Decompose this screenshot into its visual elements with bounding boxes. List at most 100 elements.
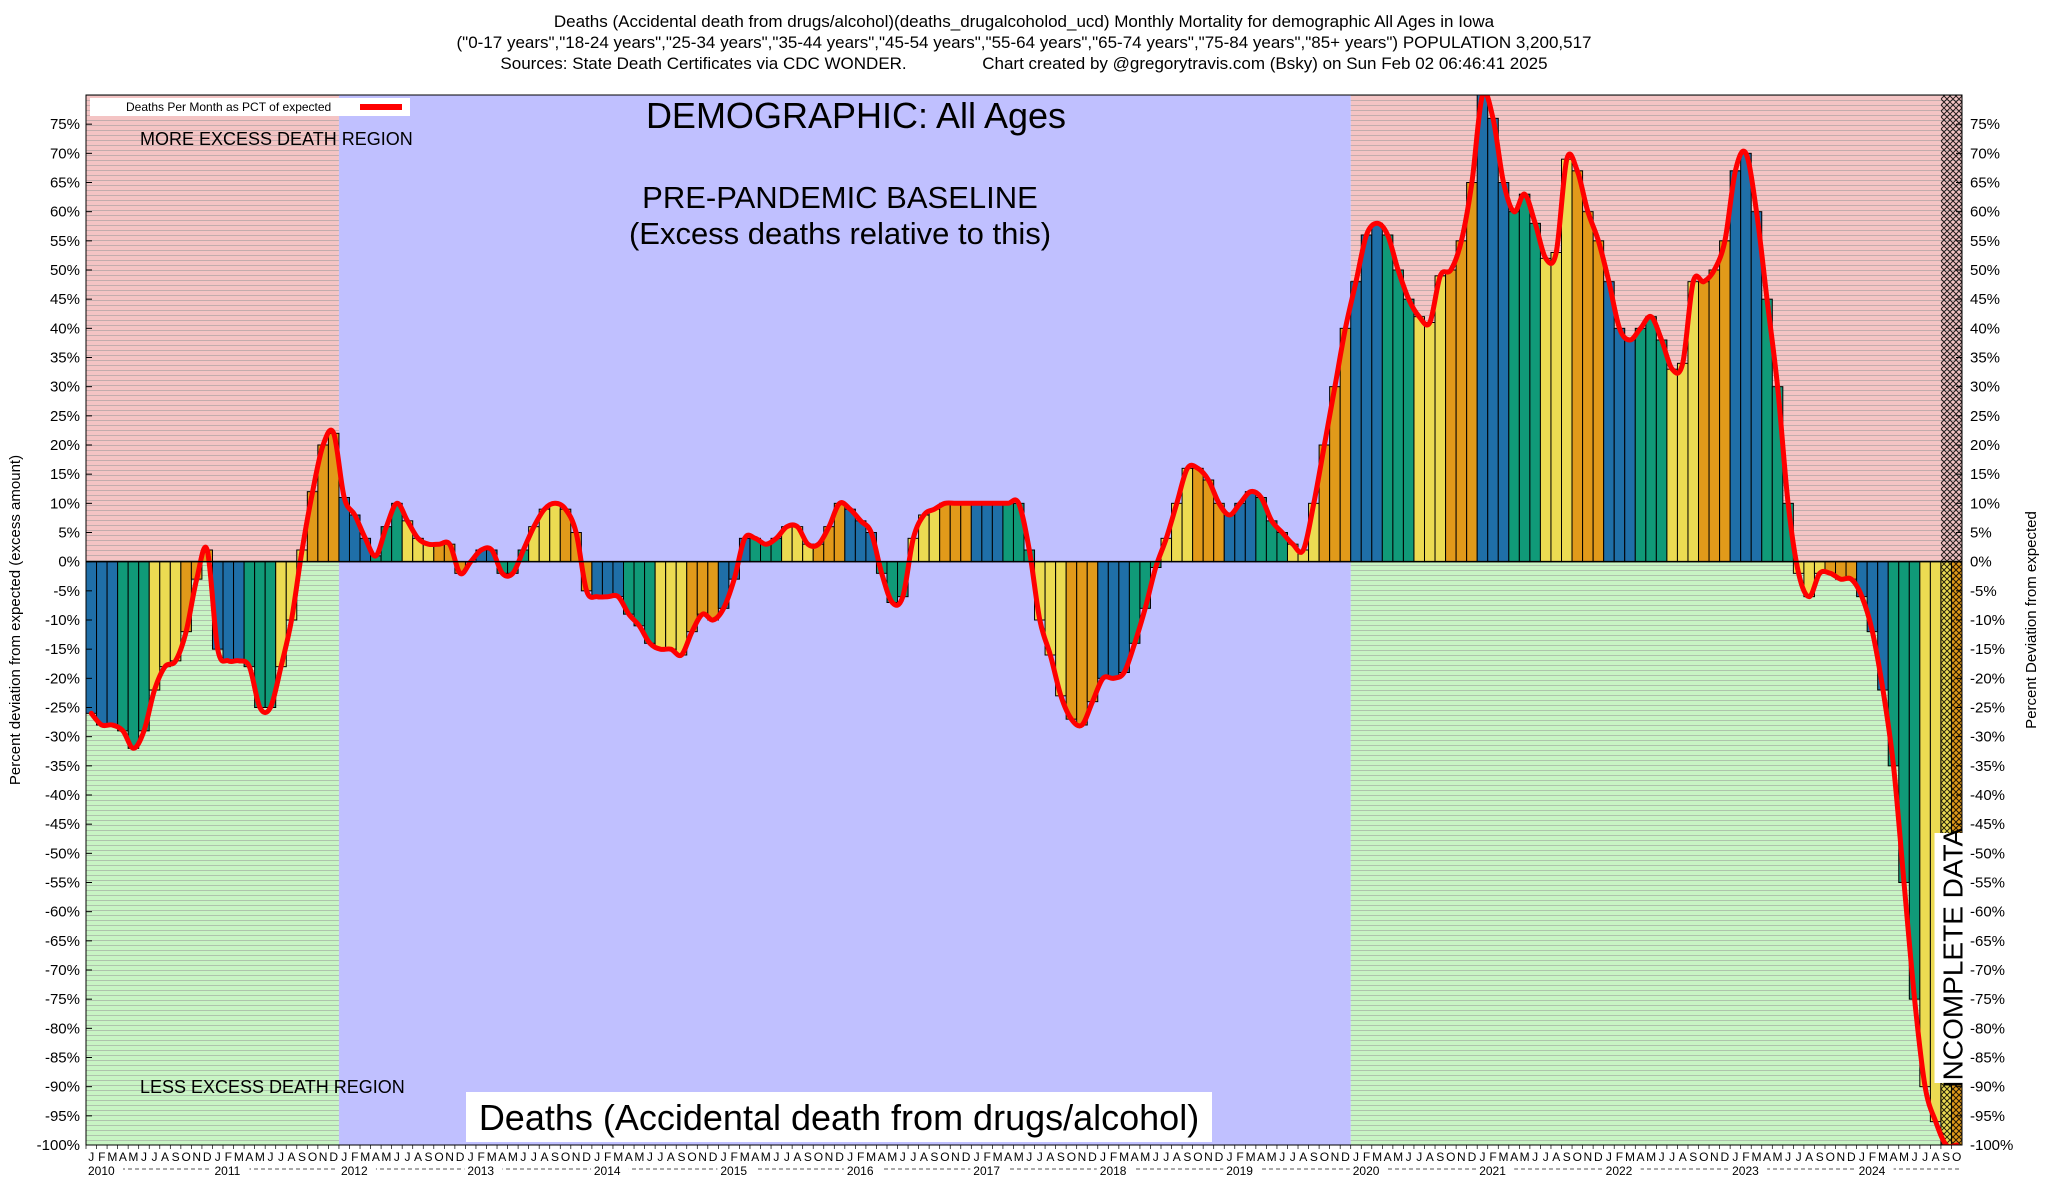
x-month-label: M	[381, 1150, 391, 1164]
y-tick-label-right: -10%	[1970, 612, 2005, 629]
incomplete-data-label: INCOMPLETE DATA	[1938, 828, 1969, 1089]
y-tick-label-left: -5%	[53, 583, 80, 600]
x-month-label: S	[1816, 1150, 1824, 1164]
x-month-label: S	[677, 1150, 685, 1164]
y-tick-label-right: -95%	[1970, 1108, 2005, 1125]
x-month-label: J	[267, 1150, 273, 1164]
bar	[601, 561, 614, 598]
x-month-label: S	[1563, 1150, 1571, 1164]
x-month-label: N	[445, 1150, 454, 1164]
x-month-label: O	[1320, 1150, 1329, 1164]
year-label-bg	[717, 1164, 756, 1178]
year-label-bg	[1602, 1164, 1641, 1178]
x-year-label: 2012	[341, 1164, 368, 1178]
bar	[169, 561, 182, 662]
year-label-bg	[211, 1164, 250, 1178]
x-month-label: J	[1153, 1150, 1159, 1164]
y-axis-title-right: Percent Deviation from expected	[2023, 511, 2040, 729]
x-month-label: A	[667, 1150, 675, 1164]
bar	[1392, 269, 1404, 563]
bar	[696, 561, 709, 615]
x-month-label: O	[940, 1150, 949, 1164]
x-month-label: D	[582, 1150, 591, 1164]
x-month-label: S	[804, 1150, 812, 1164]
x-month-label: A	[625, 1150, 633, 1164]
bar	[138, 561, 150, 732]
bar	[264, 561, 277, 709]
y-tick-label-right: -45%	[1970, 816, 2005, 833]
x-month-label: O	[1826, 1150, 1835, 1164]
year-label-bg	[970, 1164, 1009, 1178]
bar	[1676, 362, 1689, 563]
bar	[1592, 240, 1605, 563]
x-month-label: J	[1026, 1150, 1032, 1164]
bar	[960, 502, 972, 563]
x-month-label: J	[1227, 1150, 1233, 1164]
bar	[928, 508, 941, 563]
x-month-label: J	[468, 1150, 474, 1164]
x-month-label: A	[1426, 1150, 1434, 1164]
x-month-label: D	[1088, 1150, 1097, 1164]
x-month-label: J	[1922, 1150, 1928, 1164]
y-tick-label-left: -25%	[45, 700, 80, 717]
bar	[117, 561, 129, 732]
x-month-label: A	[498, 1150, 506, 1164]
y-tick-label-right: 70%	[1970, 145, 2000, 162]
more-excess-label: MORE EXCESS DEATH REGION	[140, 129, 413, 149]
bar	[1107, 561, 1120, 679]
x-year-label: 2013	[467, 1164, 494, 1178]
bar	[1487, 117, 1499, 563]
x-month-label: M	[634, 1150, 644, 1164]
x-month-label: N	[1204, 1150, 1213, 1164]
x-month-label: O	[1067, 1150, 1076, 1164]
y-tick-label-left: -90%	[45, 1079, 80, 1096]
bar	[1634, 327, 1647, 563]
x-month-label: A	[1889, 1150, 1897, 1164]
x-month-label: O	[1952, 1150, 1961, 1164]
x-month-label: A	[540, 1150, 548, 1164]
y-axis-title-left: Percent deviation from expected (excess …	[7, 455, 24, 785]
x-year-label: 2020	[1353, 1164, 1380, 1178]
x-year-label: 2023	[1732, 1164, 1759, 1178]
x-month-label: M	[1646, 1150, 1656, 1164]
y-tick-label-right: 75%	[1970, 116, 2000, 133]
x-month-label: J	[404, 1150, 410, 1164]
y-tick-label-right: 5%	[1970, 525, 1992, 542]
bar	[1244, 491, 1257, 563]
bar	[991, 502, 1004, 563]
y-tick-label-right: -85%	[1970, 1050, 2005, 1067]
x-month-label: J	[394, 1150, 400, 1164]
y-tick-label-left: 5%	[58, 525, 80, 542]
y-tick-label-right: -20%	[1970, 670, 2005, 687]
bar	[159, 561, 171, 668]
x-month-label: O	[687, 1150, 696, 1164]
bar	[644, 561, 656, 644]
y-tick-label-left: -10%	[45, 612, 80, 629]
bar	[675, 561, 688, 656]
bar	[1466, 182, 1478, 563]
y-tick-label-left: -95%	[45, 1108, 80, 1125]
bar	[1529, 222, 1541, 563]
bar	[127, 561, 140, 749]
y-tick-label-left: -65%	[45, 933, 80, 950]
bar	[96, 561, 108, 726]
x-month-label: M	[1393, 1150, 1403, 1164]
bar	[707, 561, 719, 621]
x-month-label: M	[1899, 1150, 1909, 1164]
y-tick-label-left: 75%	[50, 116, 80, 133]
bar	[1402, 298, 1415, 563]
x-month-label: O	[1699, 1150, 1708, 1164]
x-month-label: J	[1669, 1150, 1675, 1164]
x-month-label: A	[245, 1150, 253, 1164]
x-year-label: 2019	[1226, 1164, 1253, 1178]
x-month-label: O	[308, 1150, 317, 1164]
bar	[633, 561, 646, 627]
y-tick-label-right: -30%	[1970, 729, 2005, 746]
x-month-label: M	[487, 1150, 497, 1164]
x-month-label: J	[910, 1150, 916, 1164]
x-month-label: N	[1710, 1150, 1719, 1164]
y-tick-label-left: 40%	[50, 320, 80, 337]
x-month-label: S	[1183, 1150, 1191, 1164]
y-tick-label-right: 50%	[1970, 262, 2000, 279]
bar	[665, 561, 677, 650]
